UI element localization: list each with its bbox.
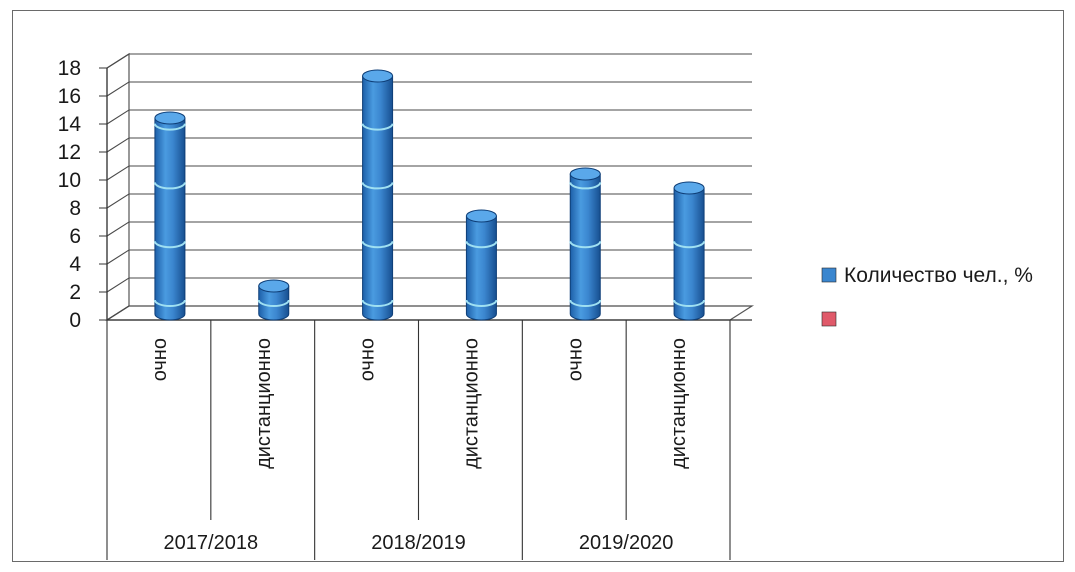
category-label: очно <box>564 338 586 381</box>
bar-top <box>569 167 601 181</box>
y-tick-label: 4 <box>69 253 81 276</box>
bar-band <box>153 182 186 190</box>
bars <box>153 69 706 321</box>
gridline <box>106 221 752 237</box>
group-label: 2017/2018 <box>164 532 259 554</box>
gridline <box>106 193 752 209</box>
bar-top <box>362 69 394 83</box>
gridline <box>106 137 752 153</box>
bar-band <box>153 299 186 307</box>
y-tick-label: 6 <box>69 225 81 248</box>
bar-band <box>569 299 602 307</box>
floor <box>104 305 755 321</box>
gridline <box>106 165 752 181</box>
bar[interactable] <box>361 69 394 321</box>
y-tick-label: 14 <box>58 113 82 136</box>
bar[interactable] <box>465 209 498 321</box>
category-label: очно <box>357 338 379 381</box>
bar-band <box>257 299 290 307</box>
bar-band <box>361 299 394 307</box>
gridline <box>106 53 752 69</box>
y-tick-label: 18 <box>58 57 81 80</box>
gridline <box>106 109 752 125</box>
bar-band <box>569 182 602 190</box>
bar-body <box>362 75 394 321</box>
bar-top <box>673 181 705 195</box>
bar-body <box>154 117 186 321</box>
bar[interactable] <box>673 181 706 321</box>
gridline <box>106 81 752 97</box>
bar-band <box>465 240 498 249</box>
legend-swatch <box>821 267 837 283</box>
bar-top <box>258 279 290 293</box>
category-label: дистанционно <box>253 338 275 469</box>
legend-label: Количество чел., % <box>844 264 1033 287</box>
y-tick-label: 2 <box>69 281 81 304</box>
bar-body <box>465 215 497 321</box>
y-tick-label: 0 <box>69 309 81 332</box>
bar-body <box>673 187 705 321</box>
bar[interactable] <box>257 279 290 321</box>
bar[interactable] <box>153 111 186 321</box>
y-tick-label: 16 <box>58 85 81 108</box>
legend: Количество чел., % <box>821 264 1033 327</box>
group-label: 2018/2019 <box>371 532 466 554</box>
bar-band <box>673 240 706 249</box>
bar-band <box>361 123 394 131</box>
legend-swatch <box>821 311 837 327</box>
bar-band <box>361 182 394 190</box>
category-table: очно дистанционно очно дистанционно очно дист… <box>106 320 731 560</box>
bar-top <box>465 209 497 223</box>
bar-top <box>154 111 186 125</box>
gridline <box>106 277 752 293</box>
bar-body <box>258 285 290 321</box>
bar-band <box>361 240 394 249</box>
bar[interactable] <box>569 167 602 321</box>
gridline <box>106 305 752 321</box>
bar-band <box>465 299 498 307</box>
y-tick-label: 10 <box>58 169 81 192</box>
plot-area: 0 2 4 6 8 10 12 14 16 18 <box>58 52 755 332</box>
category-label: дистанционно <box>668 338 690 469</box>
y-tick-label: 12 <box>58 141 81 164</box>
bar-band <box>569 240 602 249</box>
bar-band <box>153 240 186 249</box>
category-label: дистанционно <box>460 338 482 469</box>
y-tick-label: 8 <box>69 197 81 220</box>
bar-band <box>673 299 706 307</box>
chart-frame <box>12 10 1064 562</box>
group-label: 2019/2020 <box>579 532 674 554</box>
gridline <box>106 249 752 265</box>
category-label: очно <box>149 338 171 381</box>
bar-band <box>153 123 186 131</box>
